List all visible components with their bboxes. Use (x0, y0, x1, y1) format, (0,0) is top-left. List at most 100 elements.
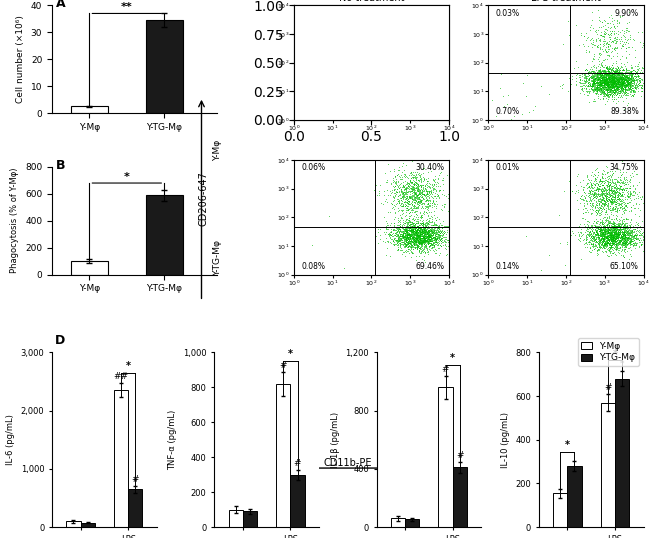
Point (613, 222, 623, 230)
Point (598, 77, 608, 86)
Point (415, 32, 425, 41)
Point (604, 192, 615, 200)
Point (612, 177, 622, 186)
Point (413, 74, 423, 82)
Point (610, 87, 620, 96)
Point (413, 67, 423, 76)
Point (404, 244, 415, 253)
Point (420, 197, 430, 206)
Point (417, 233, 428, 242)
Point (396, 234, 407, 243)
Point (392, 222, 402, 231)
Point (404, 68, 415, 77)
Point (404, 74, 414, 83)
Point (598, 84, 608, 93)
Point (408, 93, 419, 102)
Point (385, 24, 396, 32)
Point (614, 219, 625, 228)
Point (621, 79, 631, 88)
Point (598, 223, 608, 231)
Point (590, 79, 600, 87)
Point (578, 83, 589, 92)
Point (610, 82, 620, 90)
Point (612, 178, 622, 187)
Point (633, 68, 644, 77)
Point (408, 80, 419, 89)
Point (403, 223, 413, 232)
Point (413, 74, 423, 83)
Point (606, 219, 616, 228)
Point (400, 187, 411, 196)
Point (392, 171, 402, 179)
Point (404, 227, 414, 236)
Point (411, 178, 421, 187)
Point (589, 69, 599, 78)
Point (608, 232, 619, 241)
Point (423, 235, 434, 243)
Point (602, 227, 612, 236)
Point (395, 49, 406, 58)
Point (412, 230, 423, 239)
Point (607, 196, 618, 204)
Point (398, 86, 408, 94)
Point (614, 79, 625, 88)
Point (409, 193, 419, 201)
Point (573, 78, 584, 87)
Point (616, 82, 626, 91)
Point (586, 74, 596, 82)
Point (412, 74, 423, 82)
Point (389, 40, 400, 48)
Point (616, 233, 626, 242)
Point (420, 84, 430, 93)
Point (612, 184, 622, 193)
Point (609, 84, 619, 93)
Point (611, 198, 621, 207)
Point (424, 71, 435, 80)
Point (601, 62, 611, 71)
Point (619, 77, 629, 86)
Point (626, 78, 636, 87)
Point (591, 192, 601, 201)
Point (610, 76, 620, 85)
Text: ##: ## (114, 372, 129, 381)
Point (429, 92, 439, 101)
Point (599, 81, 610, 89)
Point (417, 193, 427, 202)
Point (428, 83, 438, 91)
Point (603, 198, 614, 207)
Point (606, 194, 616, 203)
Point (411, 229, 421, 238)
Point (411, 218, 422, 227)
Point (400, 242, 411, 251)
Point (406, 83, 416, 91)
Point (598, 84, 608, 93)
Point (602, 76, 612, 85)
Point (390, 67, 400, 76)
Point (598, 218, 608, 226)
Point (607, 188, 618, 197)
Point (412, 73, 423, 82)
Point (605, 239, 616, 247)
Point (420, 247, 430, 256)
Point (615, 236, 625, 244)
Point (401, 33, 411, 41)
Point (610, 32, 620, 41)
Point (630, 82, 640, 91)
Point (621, 84, 632, 93)
Point (617, 68, 627, 76)
Point (393, 81, 404, 90)
Point (397, 228, 408, 236)
Point (606, 75, 616, 84)
Point (616, 199, 627, 207)
Point (419, 228, 430, 236)
Point (396, 187, 407, 195)
Point (625, 233, 636, 242)
Point (419, 238, 429, 246)
Point (415, 94, 425, 103)
Point (418, 189, 428, 198)
Point (417, 69, 428, 78)
Point (595, 76, 606, 85)
Point (610, 76, 621, 85)
Point (398, 28, 409, 37)
Point (626, 72, 636, 81)
